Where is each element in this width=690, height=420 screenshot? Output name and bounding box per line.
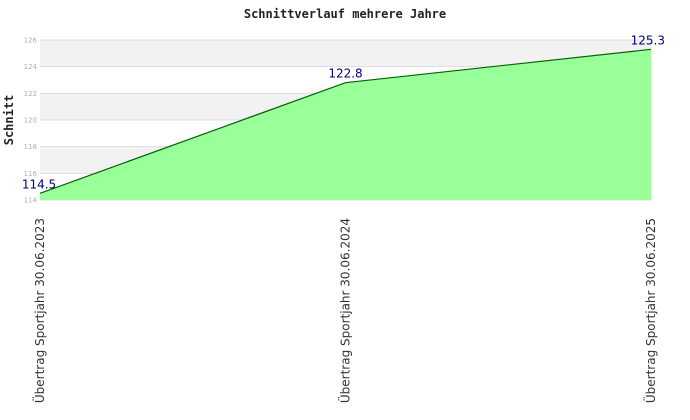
y-tick-label: 118 <box>24 143 37 151</box>
x-tick-label: Übertrag Sportjahr 30.06.2024 <box>337 218 353 403</box>
chart-title: Schnittverlauf mehrere Jahre <box>244 7 446 21</box>
y-axis-label: Schnitt <box>2 95 16 146</box>
data-labels: 114.5 122.8 125.3 <box>22 33 665 191</box>
data-label: 114.5 <box>22 177 56 191</box>
x-tick-label: Übertrag Sportjahr 30.06.2025 <box>642 218 658 403</box>
y-tick-label: 122 <box>24 90 37 98</box>
area-series <box>39 48 652 201</box>
x-tick-label: Übertrag Sportjahr 30.06.2023 <box>31 218 47 403</box>
y-tick-label: 116 <box>24 170 38 178</box>
y-tick-label: 126 <box>24 37 38 45</box>
x-axis-ticks: Übertrag Sportjahr 30.06.2023 Übertrag Sp… <box>31 218 658 403</box>
y-tick-label: 124 <box>24 63 38 71</box>
area-fill <box>40 49 651 201</box>
y-axis-ticks: 114 116 118 120 122 124 126 <box>24 37 38 205</box>
series-line <box>39 48 652 194</box>
data-label: 122.8 <box>328 67 362 81</box>
y-tick-label: 114 <box>24 197 38 205</box>
data-label: 125.3 <box>631 33 665 47</box>
y-tick-label: 120 <box>24 117 37 125</box>
